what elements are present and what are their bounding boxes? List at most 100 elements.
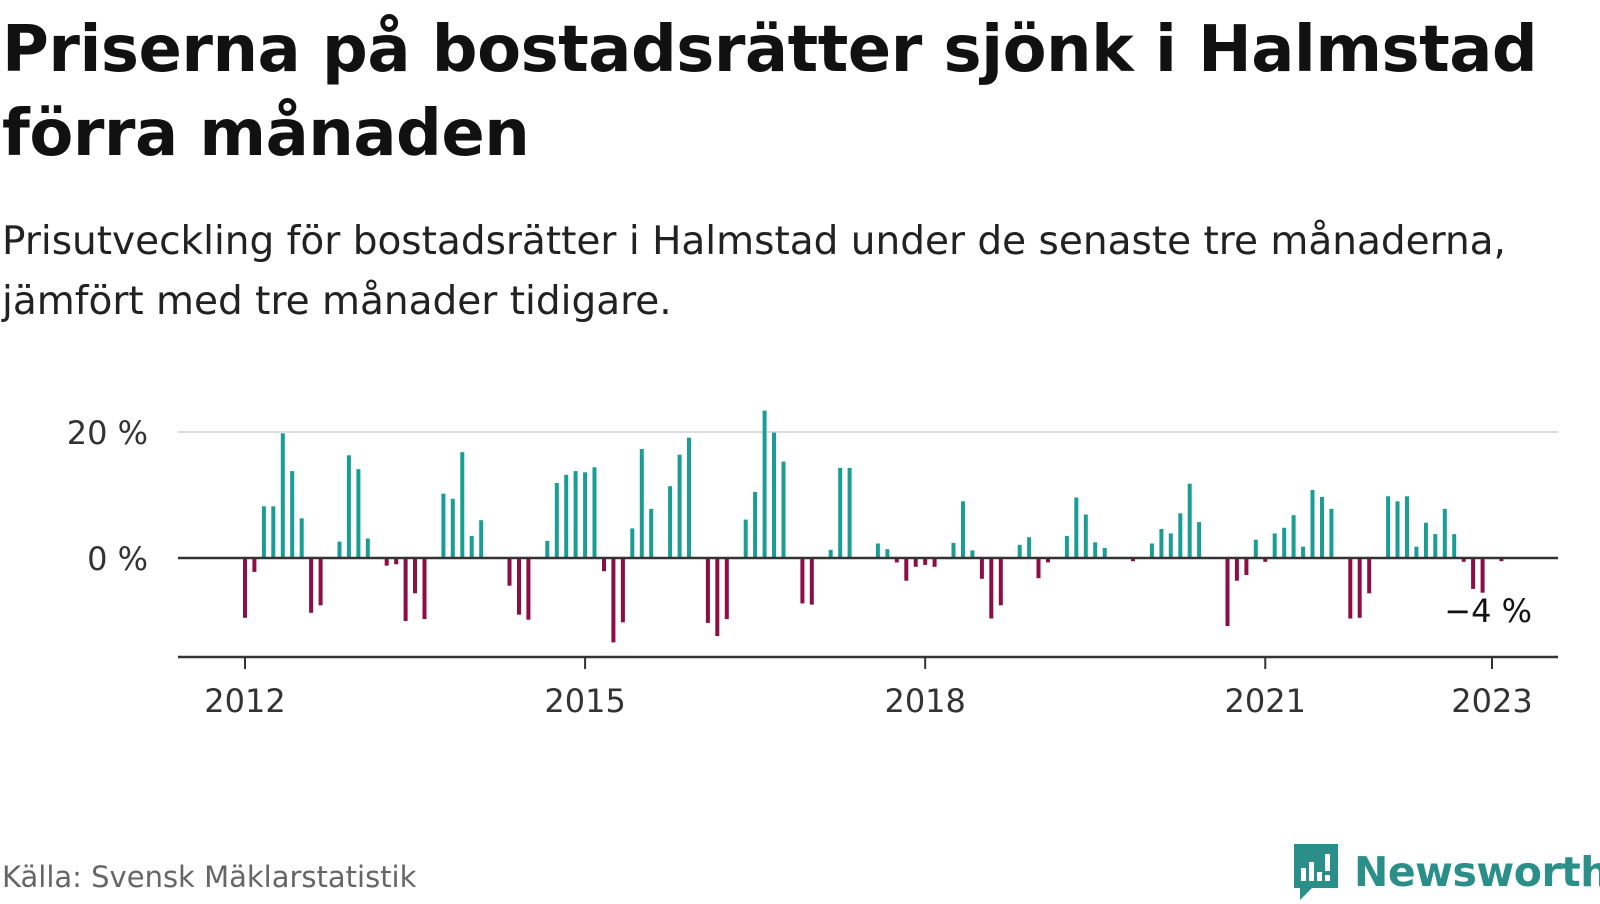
bar — [1178, 513, 1183, 558]
bar — [989, 558, 994, 619]
bar — [602, 558, 606, 572]
bar — [394, 558, 399, 565]
y-tick-label: 20 % — [67, 414, 148, 452]
bar — [1093, 542, 1098, 559]
last-value-annotation: −4 % — [1444, 592, 1532, 630]
bar — [649, 508, 654, 558]
bar — [1225, 558, 1230, 626]
labels: 0 % 20 % 2012 2015 2018 2021 2023 −4 % — [67, 414, 1535, 720]
bar — [299, 518, 304, 558]
bar — [1131, 558, 1135, 562]
bar — [583, 472, 588, 558]
newsworthy-logo-icon — [1294, 844, 1338, 900]
bar — [1282, 527, 1287, 558]
x-tick-label: 2023 — [1451, 682, 1532, 720]
bar — [290, 471, 295, 558]
bar — [913, 558, 918, 567]
bar — [885, 549, 890, 558]
bar — [1027, 537, 1032, 558]
bar — [1083, 514, 1088, 558]
bar — [961, 501, 965, 558]
bar — [1480, 558, 1485, 593]
x-tick-label: 2018 — [884, 682, 965, 720]
bar — [507, 558, 512, 586]
bar — [951, 542, 956, 558]
bar — [469, 535, 474, 558]
axes — [178, 556, 1558, 669]
source-note: Källa: Svensk Mäklarstatistik — [2, 860, 417, 894]
bar — [450, 498, 455, 558]
x-tick-label: 2021 — [1225, 682, 1306, 720]
bar — [1263, 558, 1268, 562]
bar — [1310, 490, 1315, 558]
bar — [564, 474, 569, 558]
bar — [1234, 558, 1239, 581]
bar — [800, 558, 805, 604]
bar — [781, 461, 786, 558]
bar — [403, 558, 408, 621]
bar — [346, 455, 351, 558]
bar — [1017, 544, 1022, 558]
bar — [413, 558, 417, 594]
bar — [1357, 558, 1362, 618]
bar — [318, 558, 323, 606]
bar — [365, 538, 370, 558]
bar — [762, 410, 767, 558]
bar — [1386, 496, 1391, 558]
bar — [772, 432, 776, 558]
bar — [715, 558, 720, 637]
y-tick-label: 0 % — [87, 540, 148, 578]
bar — [979, 558, 984, 579]
bar — [1329, 508, 1334, 558]
bar — [705, 558, 710, 623]
bar — [526, 558, 531, 620]
bar — [620, 558, 625, 623]
bar — [668, 486, 673, 558]
bar — [271, 506, 276, 558]
chart-title: Priserna på bostadsrätter sjönk i Halmst… — [2, 13, 1538, 171]
bar — [875, 543, 880, 558]
bar — [1159, 529, 1164, 558]
bar — [1046, 558, 1050, 563]
bars — [243, 410, 1504, 643]
bar — [1253, 539, 1258, 558]
bar — [1272, 533, 1277, 558]
bar — [441, 493, 446, 558]
bar — [1367, 558, 1372, 594]
bar — [809, 558, 814, 605]
x-tick-label: 2015 — [544, 682, 625, 720]
bar — [422, 558, 427, 620]
bar — [998, 558, 1003, 606]
brand-logo[interactable]: Newsworthy — [1290, 840, 1600, 904]
bar — [1442, 508, 1447, 558]
bar — [1301, 546, 1306, 558]
bar — [460, 452, 465, 558]
bar — [970, 550, 975, 558]
bar — [554, 483, 559, 558]
bar — [639, 449, 644, 558]
bar — [1423, 522, 1428, 558]
bar — [932, 558, 937, 567]
bar — [337, 541, 342, 558]
bar — [479, 520, 484, 558]
bar — [1168, 533, 1173, 558]
bar — [753, 491, 758, 558]
bar — [1433, 534, 1438, 558]
bar — [828, 549, 833, 558]
bar — [1102, 547, 1107, 558]
bar — [630, 528, 635, 558]
bar — [261, 506, 266, 558]
bar — [252, 558, 257, 572]
bar — [1197, 522, 1202, 558]
chart-subtitle: Prisutveckling för bostadsrätter i Halms… — [2, 219, 1506, 324]
bar — [1499, 558, 1504, 562]
bar — [1187, 483, 1192, 558]
bar — [743, 519, 748, 558]
bar — [1244, 558, 1249, 575]
bar — [724, 558, 729, 620]
bar — [1405, 496, 1409, 558]
bar — [1291, 515, 1296, 558]
bar-chart: 0 % 20 % 2012 2015 2018 2021 2023 −4 % — [67, 410, 1558, 720]
bar — [1074, 497, 1079, 558]
bar — [687, 437, 691, 558]
